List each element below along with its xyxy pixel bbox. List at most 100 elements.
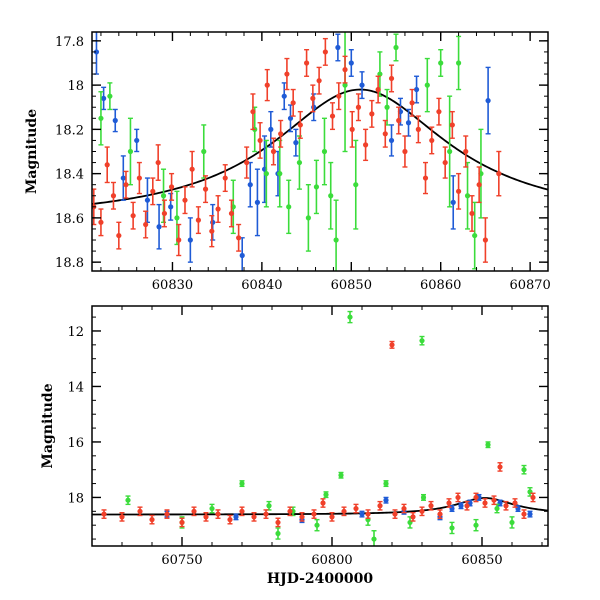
green-data-point <box>333 199 339 271</box>
blue-data-point <box>254 168 261 237</box>
green-data-point <box>371 530 377 546</box>
green-data-point <box>98 91 104 146</box>
marker <box>428 503 434 509</box>
marker <box>127 148 134 155</box>
red-data-point <box>275 517 281 528</box>
marker <box>446 500 452 506</box>
top-panel: 60830 60840 60850 60860 60870 17.8 18 18.2 18.4 1… <box>24 31 551 293</box>
red-data-point <box>422 161 429 195</box>
marker <box>149 517 155 523</box>
marker <box>313 184 320 190</box>
red-data-point <box>388 64 395 93</box>
marker <box>463 148 469 155</box>
marker <box>438 60 444 66</box>
marker <box>168 204 174 210</box>
marker <box>450 199 456 205</box>
red-data-point <box>463 135 469 168</box>
red-data-point <box>195 206 201 235</box>
red-data-point <box>290 88 296 117</box>
green-data-point <box>338 471 344 479</box>
red-data-point <box>429 126 435 155</box>
red-data-point <box>415 115 421 144</box>
red-data-point <box>497 462 503 472</box>
marker <box>348 60 354 66</box>
marker <box>247 182 253 188</box>
red-data-point <box>419 506 425 517</box>
green-data-point <box>239 480 245 488</box>
blue-data-point <box>413 75 420 104</box>
marker <box>405 120 412 126</box>
x-tick-label: 60850 <box>461 553 502 568</box>
marker <box>353 505 359 512</box>
red-data-point <box>336 82 342 111</box>
marker <box>521 467 527 473</box>
red-data-point <box>203 512 209 522</box>
marker <box>112 117 118 124</box>
red-data-point <box>299 512 305 522</box>
marker <box>476 182 482 188</box>
marker <box>168 184 175 190</box>
red-data-point <box>119 512 125 522</box>
red-data-point <box>455 492 461 503</box>
marker <box>161 210 168 217</box>
marker <box>396 117 402 124</box>
top-y-axis-title: Magnitude <box>24 109 40 194</box>
green-data-point <box>472 201 478 270</box>
red-data-point <box>377 500 383 511</box>
green-data-point <box>201 124 207 179</box>
x-tick-label: 60830 <box>152 278 193 293</box>
red-data-point <box>310 84 316 113</box>
marker <box>264 82 270 88</box>
x-tick-label: 60750 <box>161 553 202 568</box>
green-data-point <box>125 495 131 506</box>
green-data-point <box>209 503 215 514</box>
marker <box>359 511 365 517</box>
green-data-point <box>323 491 329 499</box>
marker <box>328 193 334 199</box>
marker <box>137 508 143 514</box>
y-tick-label: 12 <box>67 325 84 340</box>
blue-data-point <box>287 104 294 133</box>
red-data-point <box>396 106 402 135</box>
marker <box>424 82 430 88</box>
marker <box>377 503 383 509</box>
red-data-point <box>179 517 185 528</box>
red-data-point <box>297 110 303 139</box>
red-data-point <box>446 498 452 508</box>
marker <box>383 497 389 503</box>
red-data-point <box>110 181 117 210</box>
marker <box>494 505 500 512</box>
marker <box>101 95 107 101</box>
blue-data-point <box>120 155 126 201</box>
marker <box>266 503 272 509</box>
marker <box>303 60 310 66</box>
blue-data-point <box>281 82 287 111</box>
marker <box>402 148 408 155</box>
marker <box>209 505 215 512</box>
green-data-point <box>393 33 399 62</box>
marker <box>485 442 491 448</box>
marker <box>110 193 117 199</box>
green-data-point <box>455 35 462 91</box>
marker <box>310 95 316 101</box>
marker <box>130 213 136 219</box>
y-tick-label: 18 <box>67 491 84 506</box>
y-tick-label: 18.8 <box>55 256 84 271</box>
red-data-point <box>284 57 290 91</box>
red-data-point <box>464 500 470 511</box>
marker <box>311 104 317 110</box>
marker <box>393 44 399 51</box>
marker <box>286 204 292 210</box>
marker <box>377 71 383 77</box>
red-data-point <box>329 102 336 131</box>
marker <box>134 137 140 144</box>
blue-data-point <box>335 33 341 62</box>
red-data-point <box>369 99 375 128</box>
marker <box>144 197 151 203</box>
green-data-point <box>277 139 283 208</box>
marker <box>355 104 362 110</box>
marker <box>270 148 277 155</box>
marker <box>119 514 125 520</box>
bottom-x-axis-title: HJD-2400000 <box>267 571 374 587</box>
red-data-point <box>101 509 107 519</box>
